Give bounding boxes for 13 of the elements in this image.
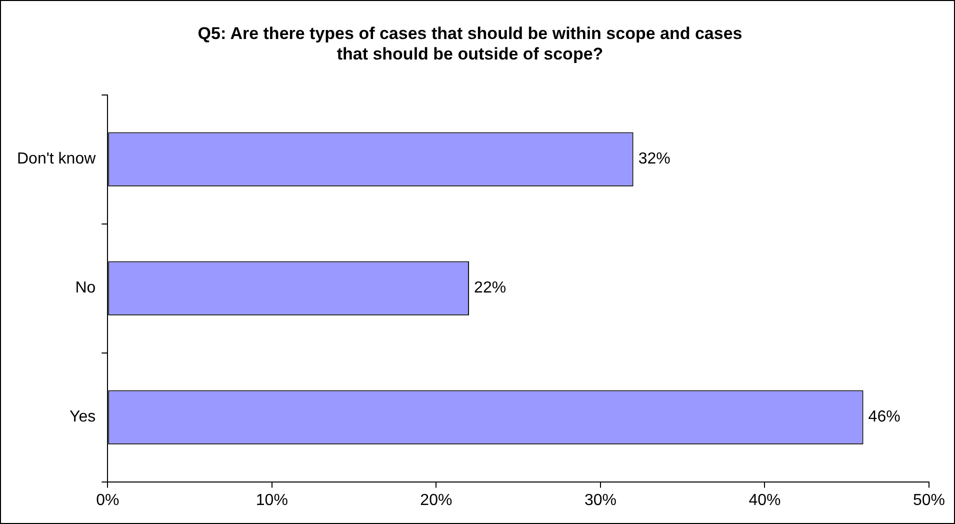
x-tick-label: 10%: [256, 492, 288, 509]
x-tick-label: 0%: [96, 492, 120, 509]
chart-title: Q5: Are there types of cases that should be within scope and cases that should be outside of scope?: [198, 24, 742, 64]
data-label: 22%: [474, 280, 506, 297]
x-tick-label: 40%: [748, 492, 781, 509]
x-tick-label: 20%: [420, 492, 452, 509]
x-tick-label: 50%: [912, 492, 946, 509]
y-tick-label: No: [75, 280, 96, 297]
y-tick-label: Don't know: [16, 150, 96, 168]
data-label: 32%: [638, 150, 670, 168]
data-label: 46%: [868, 408, 900, 426]
x-tick-label: 30%: [584, 492, 616, 509]
y-tick-label: Yes: [70, 408, 96, 426]
